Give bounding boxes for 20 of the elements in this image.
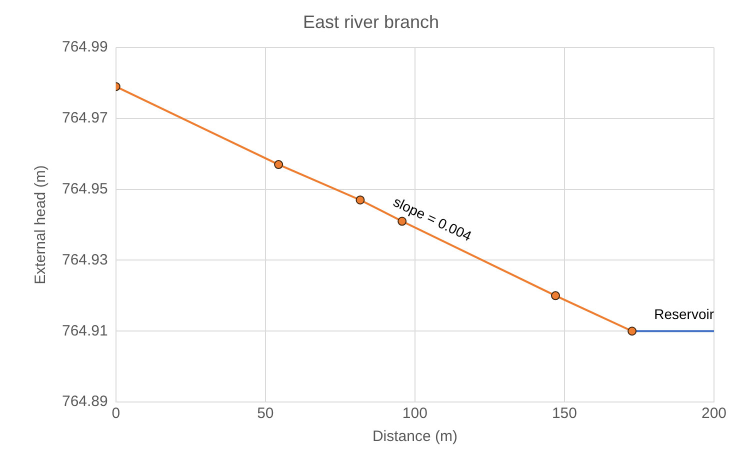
point [628,326,637,336]
y-tick-label: 764.95 [62,180,108,198]
y-tick-label: 764.89 [62,393,108,410]
y-tick-label: 764.91 [62,322,108,340]
y-axis-title: External head (m) [32,165,50,284]
point [274,160,284,170]
annotation: slope = 0.004 [390,193,474,244]
point [551,291,560,300]
point [356,195,365,204]
x-axis-title: Distance (m) [372,428,458,446]
x-tick-label: 50 [257,405,274,422]
x-tick-label: 200 [701,405,727,422]
y-tick-label: 764.99 [62,38,108,56]
x-tick-label: 100 [402,405,428,422]
y-tick-label: 764.97 [62,110,108,127]
chart-title: East river branch [302,12,440,32]
x-tick-label: 150 [552,405,577,422]
series-label: Reservoir [654,306,714,322]
y-tick-label: 764.93 [62,251,108,268]
x-tick-label: 0 [112,405,120,422]
